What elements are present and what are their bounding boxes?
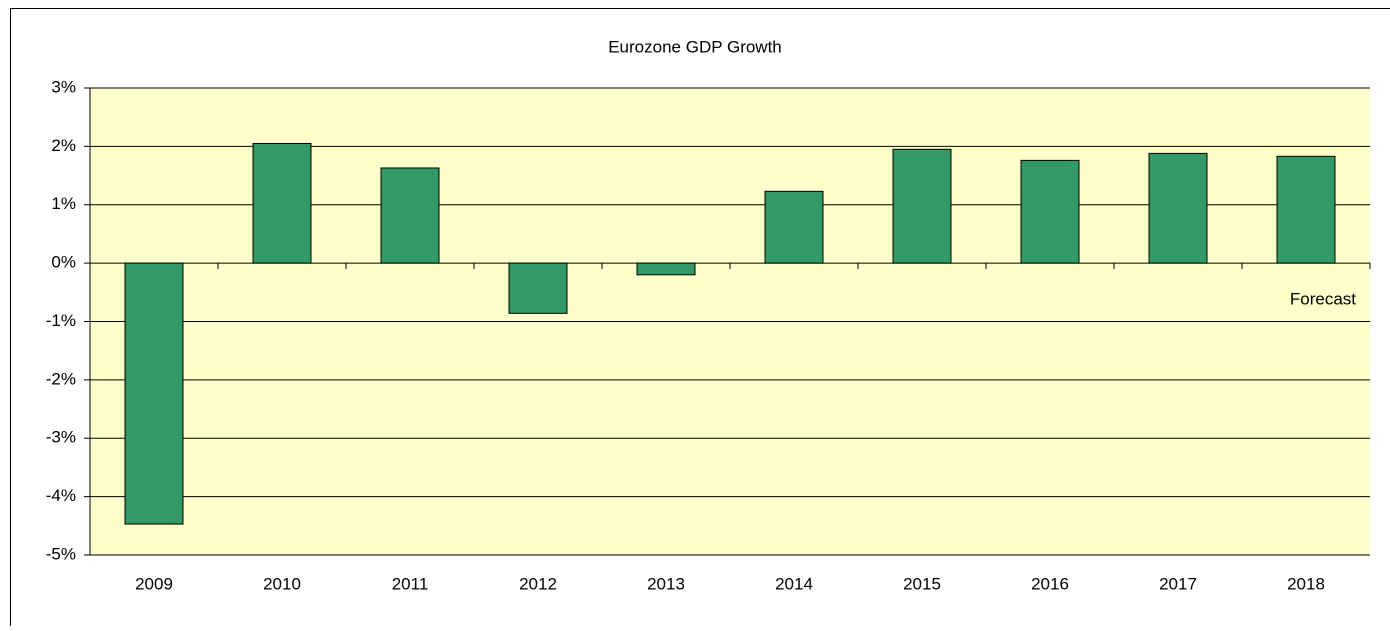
- x-tick-label: 2018: [1287, 574, 1325, 593]
- y-tick-label: 0%: [51, 253, 76, 272]
- bar: [637, 263, 695, 275]
- chart-title: Eurozone GDP Growth: [608, 37, 782, 56]
- x-tick-label: 2012: [519, 574, 557, 593]
- x-tick-label: 2010: [263, 574, 301, 593]
- bar: [893, 149, 951, 263]
- x-tick-label: 2014: [775, 574, 813, 593]
- x-tick-label: 2017: [1159, 574, 1197, 593]
- x-tick-label: 2011: [392, 574, 429, 593]
- bar: [1149, 153, 1207, 263]
- annotation: Forecast: [1290, 289, 1356, 308]
- bar: [765, 191, 823, 263]
- y-tick-label: 2%: [51, 136, 76, 155]
- y-tick-label: -2%: [46, 369, 76, 388]
- bar: [509, 263, 567, 313]
- x-tick-label: 2013: [647, 574, 685, 593]
- bar: [125, 263, 183, 524]
- x-tick-label: 2016: [1031, 574, 1069, 593]
- y-tick-label: -3%: [46, 428, 76, 447]
- x-tick-label: 2009: [135, 574, 173, 593]
- y-tick-label: -1%: [46, 311, 76, 330]
- bar: [1021, 160, 1079, 263]
- y-tick-label: 3%: [51, 77, 76, 96]
- bar: [381, 168, 439, 263]
- x-tick-label: 2015: [903, 574, 941, 593]
- y-tick-label: -4%: [46, 486, 76, 505]
- y-tick-label: -5%: [46, 544, 76, 563]
- bar: [253, 143, 311, 263]
- y-tick-label: 1%: [51, 194, 76, 213]
- bar: [1277, 156, 1335, 263]
